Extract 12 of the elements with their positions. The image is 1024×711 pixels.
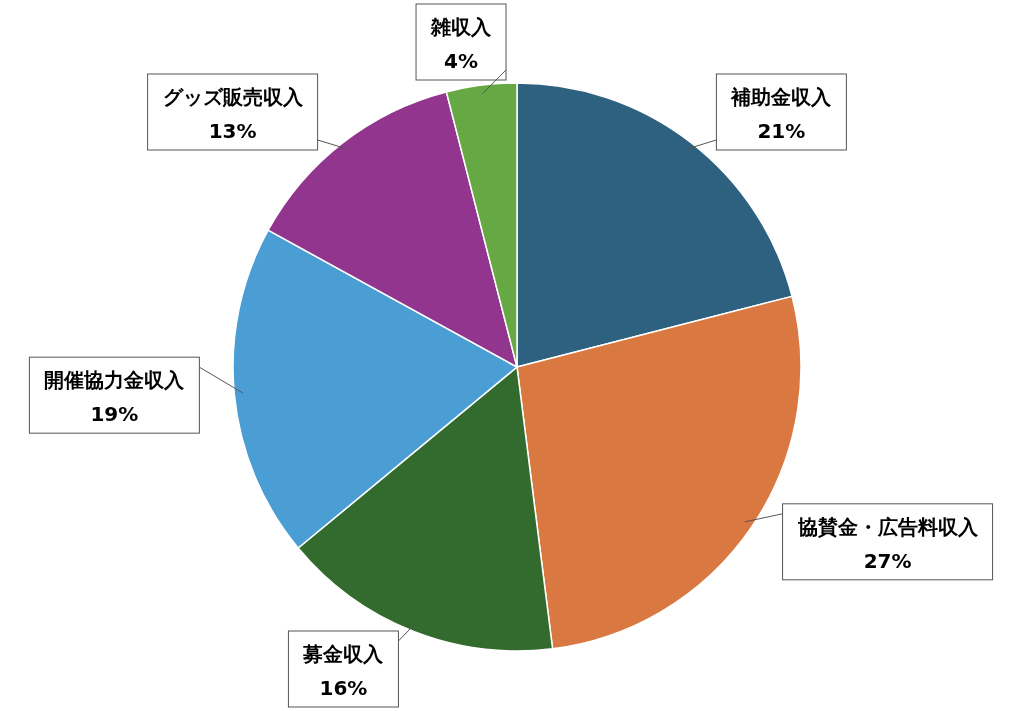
slice-label: グッズ販売収入 — [162, 85, 304, 109]
data-label: 21% — [757, 119, 806, 143]
slice-label: 補助金収入 — [730, 85, 833, 109]
data-label: 19% — [90, 402, 139, 427]
slice-label: 協賛金・広告料収入 — [796, 514, 979, 539]
data-label: 4% — [444, 49, 479, 73]
slice-label: 募金収入 — [302, 642, 385, 666]
data-label: 13% — [208, 119, 257, 143]
slice-label: 雑収入 — [430, 15, 493, 39]
data-label: 27% — [863, 548, 912, 573]
slice-label: 開催協力金収入 — [44, 368, 186, 393]
data-label: 16% — [319, 676, 368, 700]
